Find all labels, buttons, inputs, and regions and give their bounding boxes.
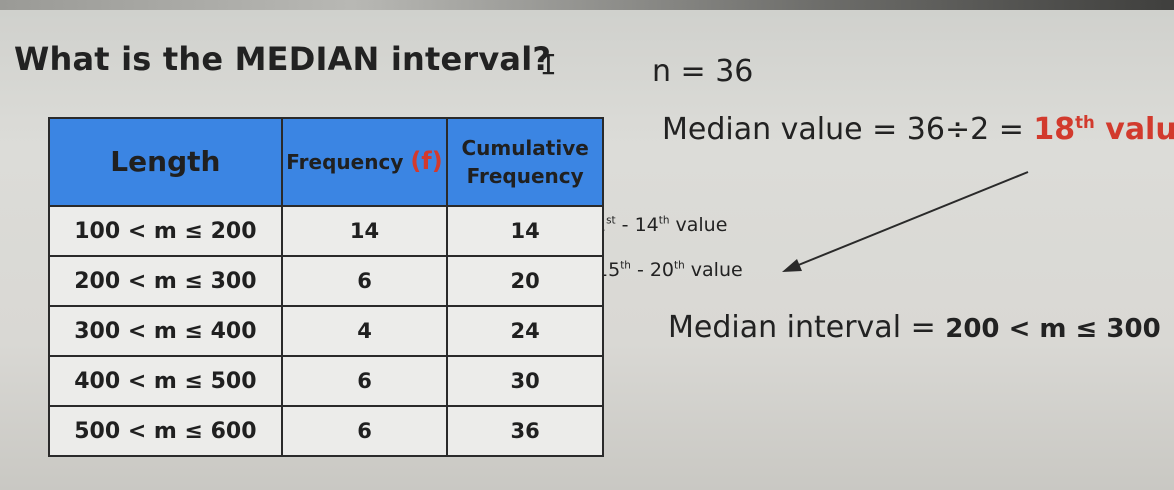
range-note-2: 15th - 20th value (596, 259, 743, 281)
table-header-row: Length Frequency (f) Cumulative Frequenc… (48, 117, 604, 207)
cell-cumulative: 36 (446, 405, 604, 457)
median-value-suffix: value (1105, 112, 1174, 147)
cell-frequency: 4 (280, 305, 449, 357)
header-length: Length (48, 117, 283, 207)
range-2-label: value (684, 259, 743, 281)
cell-frequency: 6 (280, 405, 449, 457)
header-frequency: Frequency (f) (280, 117, 449, 207)
table-row: 100 < m ≤ 200 14 14 (48, 205, 604, 257)
header-frequency-label: Frequency (286, 150, 404, 175)
range-1-end-suffix: th (658, 214, 670, 227)
range-1-start-suffix: st (606, 214, 616, 227)
text-cursor-icon: I (540, 48, 557, 81)
cell-length: 400 < m ≤ 500 (48, 355, 283, 407)
cell-cumulative: 14 (446, 205, 604, 257)
range-1-dash: - (615, 214, 635, 236)
table-row: 300 < m ≤ 400 4 24 (48, 305, 604, 357)
cell-frequency: 6 (280, 355, 449, 407)
range-1-label: value (669, 214, 728, 236)
cell-cumulative: 20 (446, 255, 604, 307)
cell-frequency: 6 (280, 255, 449, 307)
table-row: 500 < m ≤ 600 6 36 (48, 405, 604, 457)
cell-length: 100 < m ≤ 200 (48, 205, 283, 257)
median-position-suffix: th (1075, 113, 1095, 132)
question-heading: What is the MEDIAN interval? (14, 40, 552, 78)
header-cumulative-frequency: Cumulative Frequency (446, 117, 604, 207)
sample-size: n = 36 (652, 54, 754, 89)
header-frequency-symbol: (f) (410, 147, 443, 176)
frequency-table: Length Frequency (f) Cumulative Frequenc… (48, 117, 604, 457)
median-value-line: Median value = 36÷2 = 18th value (662, 112, 1174, 147)
range-2-dash: - (630, 259, 650, 281)
cell-length: 200 < m ≤ 300 (48, 255, 283, 307)
cell-cumulative: 30 (446, 355, 604, 407)
median-value-prefix: Median value = 36÷2 = (662, 112, 1034, 147)
screen-edge (0, 0, 1174, 10)
range-2-end-suffix: th (674, 259, 685, 272)
median-interval-line: Median interval = 200 < m ≤ 300 (668, 310, 1161, 345)
range-2-end: 20 (649, 259, 675, 281)
cell-frequency: 14 (280, 205, 449, 257)
range-2-start-suffix: th (620, 259, 631, 272)
table-row: 400 < m ≤ 500 6 30 (48, 355, 604, 407)
cell-length: 500 < m ≤ 600 (48, 405, 283, 457)
median-position: 18th (1033, 112, 1094, 147)
median-interval-label: Median interval = (668, 310, 946, 345)
median-interval-answer: 200 < m ≤ 300 (945, 314, 1161, 344)
table-row: 200 < m ≤ 300 6 20 (48, 255, 604, 307)
cell-cumulative: 24 (446, 305, 604, 357)
cell-length: 300 < m ≤ 400 (48, 305, 283, 357)
range-1-end: 14 (634, 214, 659, 236)
median-position-number: 18 (1033, 112, 1076, 147)
